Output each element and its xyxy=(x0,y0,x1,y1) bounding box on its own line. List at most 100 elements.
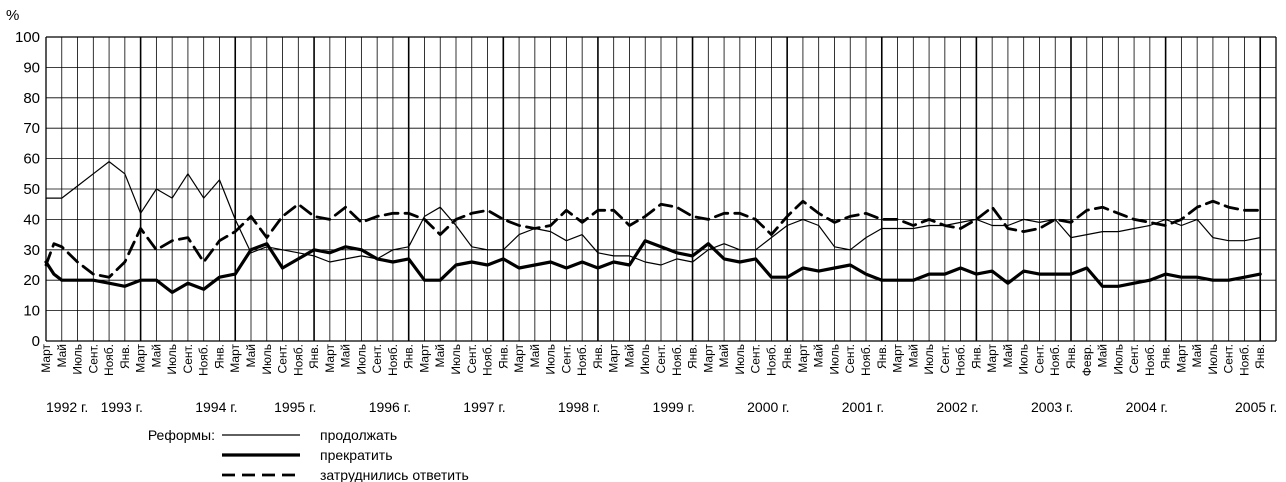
x-tick-label: Июль xyxy=(733,344,747,375)
x-tick-label: Май xyxy=(812,344,826,368)
x-tick-label: Нояб. xyxy=(481,344,495,376)
x-tick-label: Июль xyxy=(922,344,936,375)
x-tick-label: Нояб. xyxy=(1048,344,1062,376)
x-tick-label: Июль xyxy=(165,344,179,375)
year-label: 1992 г. xyxy=(46,399,88,415)
x-tick-label: Май xyxy=(717,344,731,368)
legend-label-2: затруднились ответить xyxy=(320,467,469,482)
x-axis: Март Май Июль Сент. Нояб. Янв. Март Май Июль Сент… xyxy=(39,344,1267,377)
x-tick-label: Нояб. xyxy=(954,344,968,376)
year-label: 1999 г. xyxy=(653,399,695,415)
x-tick-label: Сент. xyxy=(559,344,573,373)
x-tick-label: Март xyxy=(607,344,621,373)
x-tick-label: Янв. xyxy=(780,344,794,369)
year-label: 2000 г. xyxy=(747,399,789,415)
year-label: 1994 г. xyxy=(195,399,237,415)
x-tick-label: Сент. xyxy=(749,344,763,373)
x-tick-label: Июль xyxy=(1017,344,1031,375)
x-tick-label: Май xyxy=(1096,344,1110,368)
x-tick-label: Май xyxy=(149,344,163,368)
x-tick-label: Янв. xyxy=(1064,344,1078,369)
x-tick-label: Сент. xyxy=(843,344,857,373)
x-tick-label: Сент. xyxy=(1032,344,1046,373)
y-tick-label: 20 xyxy=(23,272,40,289)
x-tick-label: Июль xyxy=(260,344,274,375)
x-tick-label: Июль xyxy=(544,344,558,375)
y-tick-label: 10 xyxy=(23,303,40,320)
chart-legend: Реформы: продолжать прекратить затруднилис… xyxy=(148,427,469,482)
x-tick-label: Нояб. xyxy=(102,344,116,376)
legend-label-0: продолжать xyxy=(320,427,397,443)
x-tick-label: Янв. xyxy=(118,344,132,369)
x-tick-label: Сент. xyxy=(181,344,195,373)
chart-series xyxy=(44,161,1262,294)
x-tick-label: Нояб. xyxy=(386,344,400,376)
x-tick-label: Июль xyxy=(1206,344,1220,375)
x-tick-label: Янв. xyxy=(875,344,889,369)
x-tick-label: Сент. xyxy=(1127,344,1141,373)
x-tick-label: Май xyxy=(244,344,258,368)
x-tick-label: Март xyxy=(228,344,242,373)
x-tick-label: Янв. xyxy=(1159,344,1173,369)
y-tick-label: 40 xyxy=(23,211,40,228)
x-tick-label: Март xyxy=(985,344,999,373)
x-tick-label: Март xyxy=(796,344,810,373)
x-tick-label: Сент. xyxy=(370,344,384,373)
x-tick-label: Май xyxy=(528,344,542,368)
series-line-2 xyxy=(44,199,1262,279)
x-tick-label: Сент. xyxy=(1222,344,1236,373)
y-tick-label: 60 xyxy=(23,151,40,168)
x-tick-label: Сент. xyxy=(938,344,952,373)
x-tick-label: Март xyxy=(417,344,431,373)
x-tick-label: Май xyxy=(1190,344,1204,368)
year-label: 1996 г. xyxy=(369,399,411,415)
year-label: 1997 г. xyxy=(463,399,505,415)
x-tick-label: Янв. xyxy=(1253,344,1267,369)
x-tick-label: Янв. xyxy=(212,344,226,369)
x-tick-label: Июль xyxy=(638,344,652,375)
x-tick-label: Июль xyxy=(71,344,85,375)
x-tick-label: Март xyxy=(512,344,526,373)
x-tick-label: Июль xyxy=(354,344,368,375)
x-tick-label: Нояб. xyxy=(1237,344,1251,376)
x-tick-label: Март xyxy=(891,344,905,373)
x-tick-label: Май xyxy=(55,344,69,368)
x-tick-label: Янв. xyxy=(591,344,605,369)
x-tick-label: Март xyxy=(1174,344,1188,373)
year-label: 2004 г. xyxy=(1126,399,1168,415)
x-tick-label: Янв. xyxy=(969,344,983,369)
x-tick-label: Сент. xyxy=(654,344,668,373)
x-tick-label: Май xyxy=(622,344,636,368)
x-tick-label: Сент. xyxy=(276,344,290,373)
y-axis-unit: % xyxy=(6,7,19,24)
y-tick-label: 100 xyxy=(15,29,40,46)
x-tick-label: Янв. xyxy=(496,344,510,369)
y-tick-label: 0 xyxy=(32,333,40,350)
x-tick-label: Июль xyxy=(827,344,841,375)
x-tick-label: Нояб. xyxy=(670,344,684,376)
year-label: 2002 г. xyxy=(936,399,978,415)
year-label: 1998 г. xyxy=(558,399,600,415)
series-line-1 xyxy=(44,239,1262,294)
x-tick-label: Март xyxy=(39,344,53,373)
x-tick-label: Нояб. xyxy=(1143,344,1157,376)
y-tick-label: 80 xyxy=(23,90,40,107)
year-label: 2005 г. xyxy=(1235,399,1277,415)
year-label: 1995 г. xyxy=(274,399,316,415)
x-tick-label: Июль xyxy=(449,344,463,375)
y-tick-label: 50 xyxy=(23,181,40,198)
series-line-0 xyxy=(45,161,1261,266)
chart-grid xyxy=(45,36,1277,342)
x-tick-label: Янв. xyxy=(307,344,321,369)
x-tick-label: Нояб. xyxy=(575,344,589,376)
x-tick-label: Янв. xyxy=(686,344,700,369)
y-tick-label: 90 xyxy=(23,59,40,76)
x-tick-label: Март xyxy=(701,344,715,373)
x-tick-label: Нояб. xyxy=(291,344,305,376)
x-tick-label: Сент. xyxy=(465,344,479,373)
x-tick-label: Март xyxy=(323,344,337,373)
y-axis: % 0 10 20 30 40 50 60 70 80 90 100 xyxy=(6,7,40,350)
x-tick-label: Май xyxy=(906,344,920,368)
year-label: 2001 г. xyxy=(842,399,884,415)
